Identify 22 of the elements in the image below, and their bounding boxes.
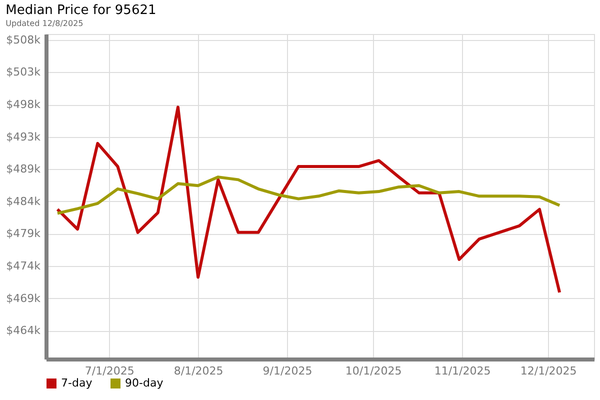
y-tick-label: $479k xyxy=(6,227,42,240)
y-tick-label: $474k xyxy=(6,260,42,273)
x-tick-label: 10/1/2025 xyxy=(345,364,402,378)
legend-label: 90-day xyxy=(125,376,164,390)
y-tick-label: $489k xyxy=(6,162,42,176)
x-tick-label: 8/1/2025 xyxy=(174,364,224,378)
y-tick-label: $469k xyxy=(6,292,42,305)
x-tick-label: 7/1/2025 xyxy=(84,364,134,378)
x-tick-label: 9/1/2025 xyxy=(262,364,312,378)
y-tick-label: $493k xyxy=(6,130,42,144)
y-tick-label: $503k xyxy=(6,66,42,79)
y-tick-label: $484k xyxy=(6,194,42,208)
x-tick-label: 12/1/2025 xyxy=(520,364,577,378)
x-tick-label: 11/1/2025 xyxy=(434,364,491,378)
y-tick-label: $464k xyxy=(6,324,42,338)
y-tick-label: $498k xyxy=(6,98,42,112)
y-tick-label: $508k xyxy=(6,33,42,46)
legend-label: 7-day xyxy=(61,376,93,390)
line-series xyxy=(56,106,562,294)
chart-title: Median Price for 95621 xyxy=(6,2,156,18)
line-series xyxy=(56,176,562,215)
chart-subtitle: Updated 12/8/2025 xyxy=(6,18,84,28)
